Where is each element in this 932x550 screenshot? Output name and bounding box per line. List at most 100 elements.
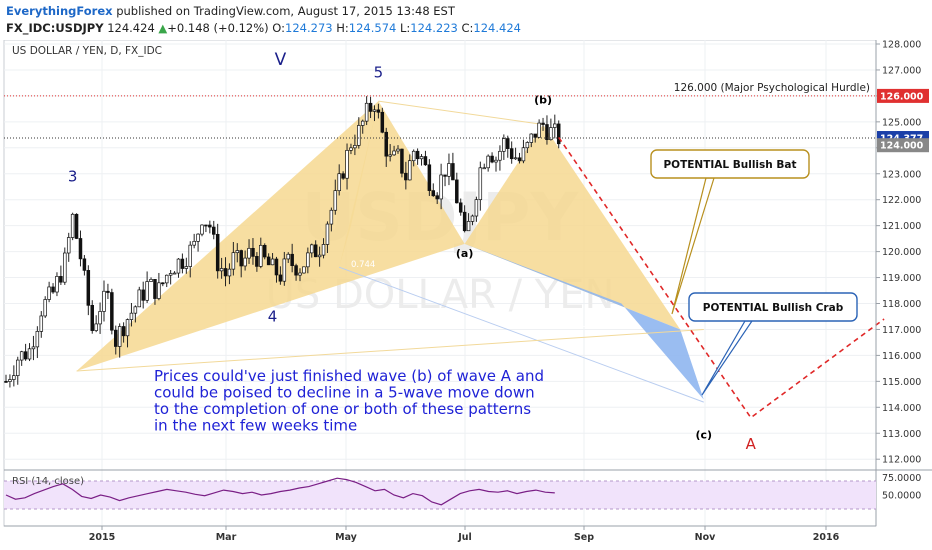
candle-down [274, 258, 279, 276]
time-tick-label: May [335, 532, 358, 543]
candle-up [117, 326, 122, 347]
candle-up [329, 209, 334, 225]
annotation-line: to the completion of one or both of thes… [154, 400, 531, 418]
candle-down [4, 381, 8, 383]
publish-info: published on TradingView.com, August 17,… [112, 4, 455, 18]
candle-up [259, 244, 263, 267]
annotation-line: in the next few weeks time [154, 417, 357, 435]
candle-up [494, 159, 498, 163]
candle-down [341, 173, 345, 179]
candle-down [239, 250, 243, 267]
time-axis[interactable]: 2015 Mar May Jul Sep Nov 2016 [4, 525, 876, 543]
candle-down [423, 156, 428, 166]
candle-down [380, 111, 385, 133]
price-tick-label: 127.000 [882, 65, 921, 76]
candle-up [513, 157, 518, 160]
candle-down [455, 179, 459, 204]
candle-up [145, 281, 149, 301]
time-tick-label: 2015 [89, 532, 115, 543]
candle-up [419, 156, 424, 160]
candle-up [55, 276, 59, 293]
time-tick-label: Sep [574, 532, 594, 543]
candle-down [212, 226, 216, 235]
candle-up [282, 258, 287, 282]
publisher-link[interactable]: EverythingForex [6, 4, 113, 18]
projected-wave-line[interactable] [558, 136, 885, 419]
candle-up [219, 268, 224, 272]
price-tick-label: 121.000 [882, 221, 921, 232]
candle-down [376, 109, 381, 113]
horizontal-lines[interactable]: 126.000 (Major Psychological Hurdle) [4, 82, 876, 139]
candle-up [168, 273, 173, 276]
rsi-pane[interactable]: RSI (14, close) 75.0000 50.0000 [4, 469, 932, 510]
candle-up [247, 247, 251, 259]
candle-up [321, 244, 326, 256]
candle-down [278, 274, 283, 282]
wave-label: A [746, 435, 757, 453]
last-price: 124.424 [107, 21, 155, 35]
candle-up [298, 272, 302, 276]
candle-down [121, 326, 126, 337]
candle-down [90, 304, 94, 331]
candle-down [517, 157, 522, 162]
price-tick-label: 118.000 [882, 299, 921, 310]
bat-pattern-xab[interactable] [76, 101, 465, 371]
high-label: H: [336, 21, 349, 35]
candle-up [388, 154, 392, 157]
symbol-name[interactable]: FX_IDC:USDJPY [6, 21, 104, 35]
low-value: 124.223 [410, 21, 458, 35]
change-up-icon: ▲ [158, 21, 168, 35]
price-marker-label: 124.000 [880, 141, 924, 152]
candle-up [157, 282, 161, 299]
wave-labels: 3 V 5 4 (b) (a) (c) A [68, 50, 757, 453]
candle-down [443, 174, 447, 177]
candle-down [384, 131, 388, 157]
candle-up [102, 290, 106, 312]
candle-down [266, 256, 271, 266]
candle-down [82, 258, 87, 271]
bat-pattern-side[interactable] [339, 101, 379, 268]
crab-pattern[interactable] [464, 243, 704, 400]
wave-label: 4 [268, 308, 278, 326]
candle-down [59, 276, 63, 283]
annotation-line: could be poised to decline in a 5-wave m… [154, 384, 535, 402]
candle-up [337, 173, 341, 192]
callout-box[interactable] [650, 149, 810, 179]
wave-label: (b) [534, 94, 552, 107]
callout-text: POTENTIAL Bullish Crab [703, 302, 844, 314]
candle-down [180, 258, 185, 269]
candle-up [439, 174, 443, 200]
candle-up [12, 375, 16, 380]
candle-up [27, 348, 32, 360]
candle-down [251, 247, 255, 257]
price-tick-label: 115.000 [882, 377, 921, 388]
annotation-text[interactable]: Prices could've just finished wave (b) o… [154, 367, 544, 435]
candle-up [227, 268, 232, 277]
candle-up [192, 240, 196, 246]
bat-pattern-bcd[interactable] [464, 124, 681, 330]
candle-up [317, 254, 322, 258]
candle-up [172, 272, 177, 275]
projection-path[interactable] [558, 136, 885, 419]
chart-header: EverythingForex published on TradingView… [0, 0, 932, 40]
candle-down [51, 286, 55, 293]
harmonic-patterns[interactable]: 0.744 0.313 1.618 [76, 100, 704, 403]
candle-down [153, 278, 157, 299]
candle-down [215, 233, 220, 272]
candle-up [133, 306, 138, 314]
candle-down [506, 138, 510, 149]
candle-up [392, 150, 396, 156]
candle-down [490, 155, 494, 163]
price-axis[interactable]: 128.000 127.000 126.000 125.000 124.000 123.0… [875, 40, 929, 526]
candle-up [306, 252, 310, 268]
candle-down [290, 253, 294, 266]
price-tick-label: 117.000 [882, 325, 921, 336]
callouts[interactable]: POTENTIAL Bullish Bat POTENTIAL Bullish C… [650, 149, 858, 396]
close-value: 124.424 [473, 21, 521, 35]
candle-up [176, 258, 181, 274]
callout-box[interactable] [688, 292, 858, 322]
candle-up [364, 102, 369, 122]
price-tick-label: 112.000 [882, 455, 921, 466]
candle-up [19, 351, 24, 361]
